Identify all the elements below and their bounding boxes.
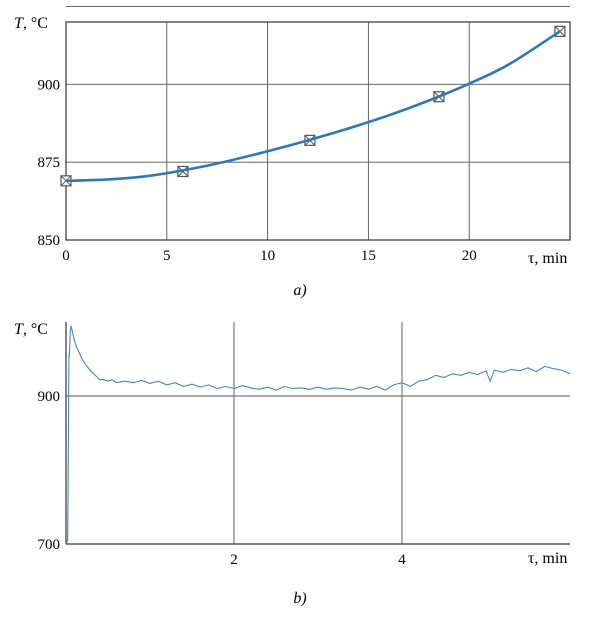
chart-b: 2 4 700 900 T, °C τ, min b)	[14, 321, 571, 607]
chart-a-x-tick-label: 20	[462, 248, 477, 264]
chart-b-ticks: 2 4 700 900	[38, 389, 407, 568]
chart-a-ticks: 0 5 10 15 20 850 875 900	[38, 77, 477, 264]
chart-a-ylabel: T, °C	[14, 15, 48, 32]
chart-a-axes	[65, 21, 571, 241]
chart-b-axes	[65, 322, 570, 545]
chart-a-y-tick-label: 850	[38, 233, 61, 249]
chart-a-frame	[65, 21, 571, 241]
chart-b-x-tick-label: 4	[398, 552, 406, 568]
chart-a-caption: a)	[293, 282, 306, 299]
chart-a-xlabel: τ, min	[528, 250, 567, 267]
chart-a-series	[60, 25, 566, 187]
chart-a-y-tick-label: 875	[38, 155, 61, 171]
chart-b-x-tick-label: 2	[230, 552, 238, 568]
chart-b-series	[65, 325, 571, 545]
chart-b-xlabel: τ, min	[528, 550, 567, 567]
chart-a: 0 5 10 15 20 850 875 900 T, °C τ, min a)	[14, 5, 571, 299]
chart-a-x-tick-label: 0	[62, 248, 70, 264]
fitted-curve-line	[65, 30, 561, 183]
chart-b-caption: b)	[293, 590, 306, 607]
chart-a-x-tick-label: 15	[361, 248, 376, 264]
chart-b-y-tick-label: 700	[38, 537, 61, 553]
chart-b-grid	[66, 322, 570, 544]
chart-a-x-tick-label: 5	[163, 248, 171, 264]
chart-a-x-tick-label: 10	[260, 248, 275, 264]
temperature-record-line	[65, 325, 571, 545]
chart-a-grid	[65, 5, 571, 241]
chart-b-ylabel: T, °C	[14, 321, 48, 338]
chart-a-y-tick-label: 900	[38, 77, 61, 93]
chart-b-y-tick-label: 900	[38, 389, 61, 405]
